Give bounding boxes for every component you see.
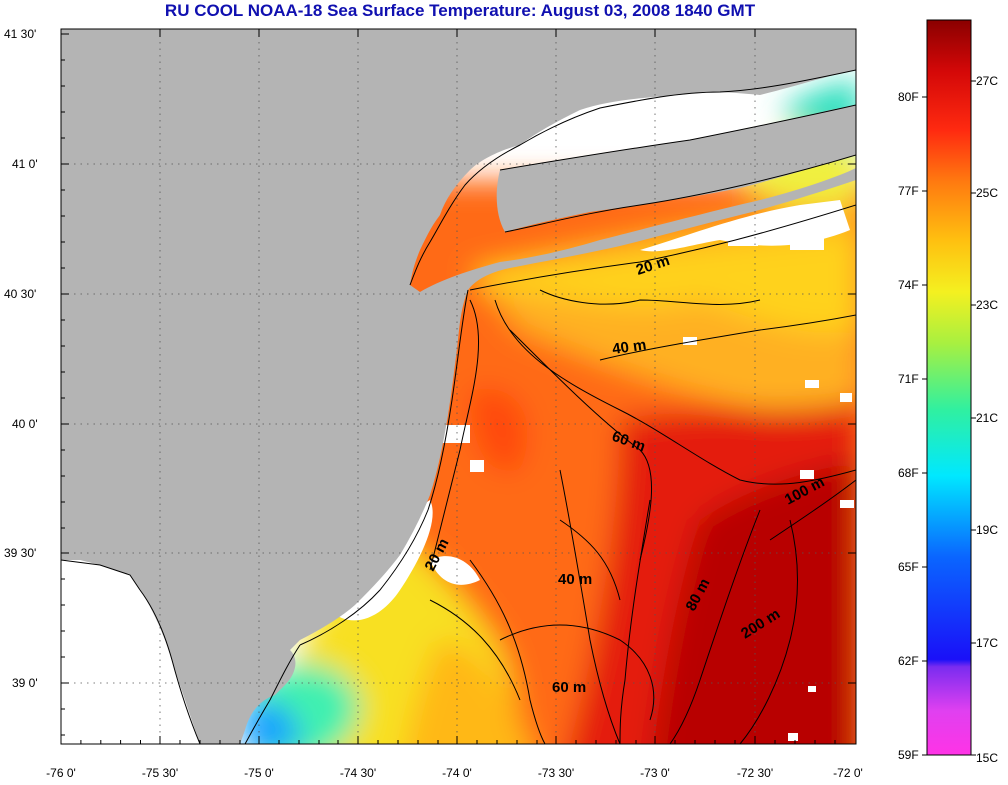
y-tick-label: 41 0'	[12, 157, 38, 171]
colorbar-c-label: 17C	[976, 636, 998, 650]
x-tick-label: -74 30'	[340, 766, 376, 780]
contour-label-60m-south: 60 m	[552, 679, 586, 696]
contour-label-40m-north: 40 m	[611, 336, 647, 358]
axis-ticks	[60, 29, 857, 744]
colorbar-f-label: 59F	[898, 748, 919, 762]
x-axis-labels: -76 0' -75 30' -75 0' -74 30' -74 0' -73…	[46, 766, 863, 780]
plot-frame	[60, 28, 857, 745]
colorbar-f-label: 68F	[898, 466, 919, 480]
x-tick-label: -75 30'	[142, 766, 178, 780]
map-title: RU COOL NOAA-18 Sea Surface Temperature:…	[164, 1, 756, 20]
colorbar-c-label: 21C	[976, 411, 998, 425]
y-tick-label: 40 30'	[4, 287, 36, 301]
colorbar-f-label: 80F	[898, 90, 919, 104]
colorbar-c-label: 15C	[976, 751, 998, 765]
bathymetry-contours	[429, 204, 856, 744]
x-tick-label: -73 0'	[640, 766, 670, 780]
x-tick-label: -72 30'	[737, 766, 773, 780]
colorbar-c-label: 27C	[976, 74, 998, 88]
colorbar-scale	[926, 19, 972, 756]
x-tick-label: -72 0'	[833, 766, 863, 780]
coastline	[61, 69, 856, 744]
y-tick-label: 40 0'	[12, 417, 38, 431]
x-tick-label: -75 0'	[244, 766, 274, 780]
colorbar-celsius-labels: 27C 25C 23C 21C 19C 17C 15C	[976, 74, 998, 765]
map-plot-area	[61, 29, 856, 744]
colorbar-c-label: 25C	[976, 186, 998, 200]
y-tick-label: 41 30'	[4, 27, 36, 41]
colorbar-f-label: 74F	[898, 278, 919, 292]
colorbar-f-label: 77F	[898, 184, 919, 198]
contour-label-40m-south: 40 m	[558, 571, 592, 588]
colorbar-f-label: 71F	[898, 372, 919, 386]
colorbar-f-label: 62F	[898, 654, 919, 668]
lat-lon-grid	[61, 29, 856, 744]
colorbar-f-label: 65F	[898, 560, 919, 574]
x-tick-label: -73 30'	[538, 766, 574, 780]
colorbar: 80F 77F 74F 71F 68F 65F 62F 59F 27C 25C …	[898, 19, 998, 765]
x-tick-label: -74 0'	[442, 766, 472, 780]
colorbar-fahrenheit-labels: 80F 77F 74F 71F 68F 65F 62F 59F	[898, 90, 919, 762]
x-tick-label: -76 0'	[46, 766, 76, 780]
colorbar-c-label: 23C	[976, 298, 998, 312]
y-tick-label: 39 0'	[12, 676, 38, 690]
y-axis-labels: 41 30' 41 0' 40 30' 40 0' 39 30' 39 0'	[4, 27, 38, 690]
colorbar-c-label: 19C	[976, 523, 998, 537]
y-tick-label: 39 30'	[4, 546, 36, 560]
land-mass	[61, 29, 856, 744]
